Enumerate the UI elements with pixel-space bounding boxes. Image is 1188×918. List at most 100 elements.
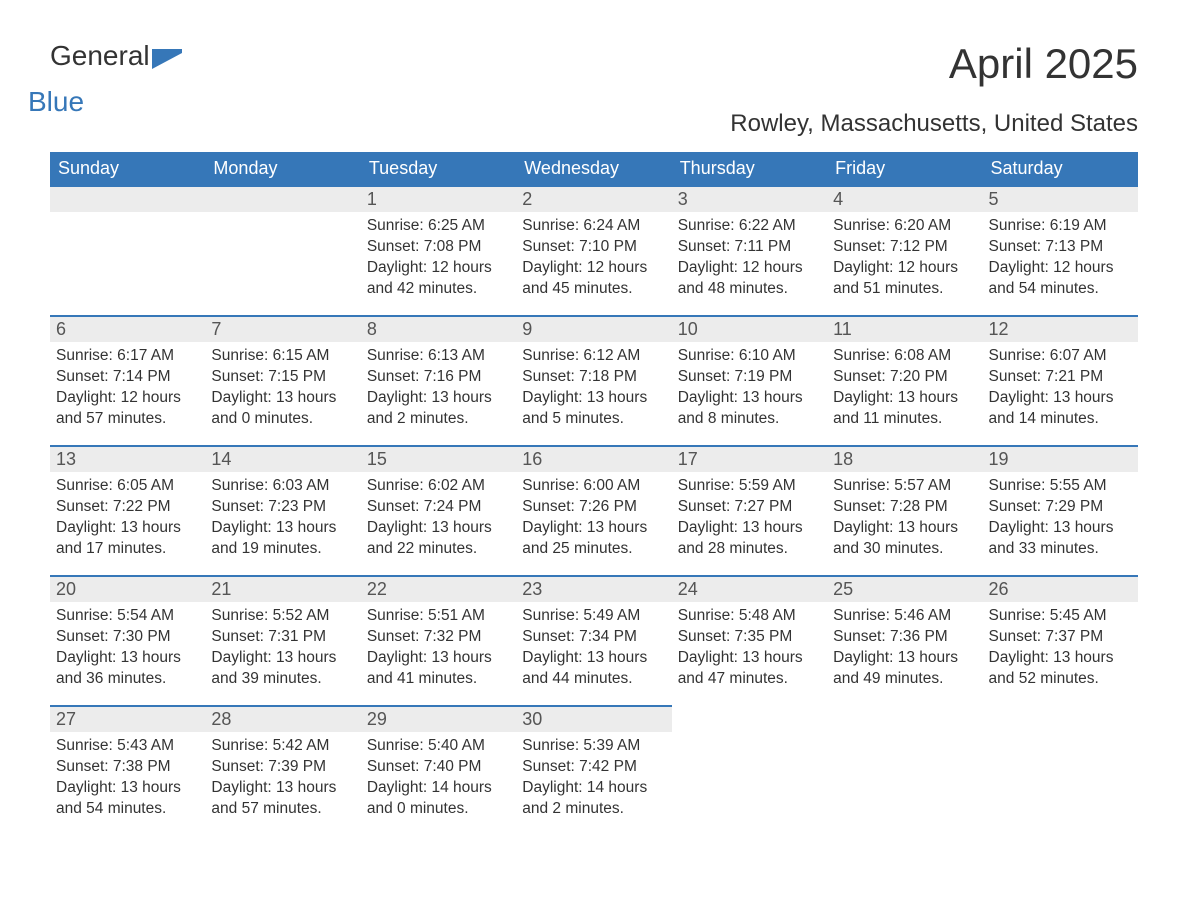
sunrise-text: Sunrise: 6:12 AM — [522, 346, 665, 367]
sunset-text: Sunset: 7:31 PM — [211, 627, 354, 648]
day-number: 27 — [50, 705, 205, 732]
weekday-header: Thursday — [672, 152, 827, 185]
calendar-day-cell: 18Sunrise: 5:57 AMSunset: 7:28 PMDayligh… — [827, 445, 982, 575]
sunrise-text: Sunrise: 6:05 AM — [56, 476, 199, 497]
sunset-text: Sunset: 7:40 PM — [367, 757, 510, 778]
sunrise-text: Sunrise: 6:13 AM — [367, 346, 510, 367]
day-body: Sunrise: 6:03 AMSunset: 7:23 PMDaylight:… — [205, 472, 360, 568]
weekday-header: Friday — [827, 152, 982, 185]
day-number: 7 — [205, 315, 360, 342]
logo-word-general: General — [50, 40, 150, 71]
calendar-day-cell: 21Sunrise: 5:52 AMSunset: 7:31 PMDayligh… — [205, 575, 360, 705]
daylight-text: Daylight: 13 hours and 5 minutes. — [522, 388, 665, 430]
sunrise-text: Sunrise: 5:39 AM — [522, 736, 665, 757]
day-body: Sunrise: 6:20 AMSunset: 7:12 PMDaylight:… — [827, 212, 982, 308]
sunrise-text: Sunrise: 5:51 AM — [367, 606, 510, 627]
calendar-day-cell — [50, 185, 205, 315]
daylight-text: Daylight: 13 hours and 25 minutes. — [522, 518, 665, 560]
sunrise-text: Sunrise: 5:52 AM — [211, 606, 354, 627]
sunrise-text: Sunrise: 5:59 AM — [678, 476, 821, 497]
day-body: Sunrise: 5:40 AMSunset: 7:40 PMDaylight:… — [361, 732, 516, 828]
day-body: Sunrise: 5:59 AMSunset: 7:27 PMDaylight:… — [672, 472, 827, 568]
calendar-day-cell: 26Sunrise: 5:45 AMSunset: 7:37 PMDayligh… — [983, 575, 1138, 705]
calendar-day-cell: 27Sunrise: 5:43 AMSunset: 7:38 PMDayligh… — [50, 705, 205, 835]
weekday-header: Saturday — [983, 152, 1138, 185]
day-body: Sunrise: 5:39 AMSunset: 7:42 PMDaylight:… — [516, 732, 671, 828]
day-number: 23 — [516, 575, 671, 602]
sunset-text: Sunset: 7:13 PM — [989, 237, 1132, 258]
day-body: Sunrise: 6:05 AMSunset: 7:22 PMDaylight:… — [50, 472, 205, 568]
day-number: 3 — [672, 185, 827, 212]
location-subtitle: Rowley, Massachusetts, United States — [50, 110, 1138, 138]
daylight-text: Daylight: 13 hours and 28 minutes. — [678, 518, 821, 560]
day-number: 26 — [983, 575, 1138, 602]
calendar-day-cell: 12Sunrise: 6:07 AMSunset: 7:21 PMDayligh… — [983, 315, 1138, 445]
daylight-text: Daylight: 13 hours and 17 minutes. — [56, 518, 199, 560]
calendar-day-cell: 25Sunrise: 5:46 AMSunset: 7:36 PMDayligh… — [827, 575, 982, 705]
sunset-text: Sunset: 7:10 PM — [522, 237, 665, 258]
calendar-week-row: 20Sunrise: 5:54 AMSunset: 7:30 PMDayligh… — [50, 575, 1138, 705]
page-header: General Blue April 2025 — [50, 40, 1138, 104]
sunrise-text: Sunrise: 5:43 AM — [56, 736, 199, 757]
sunrise-text: Sunrise: 5:45 AM — [989, 606, 1132, 627]
calendar-week-row: 13Sunrise: 6:05 AMSunset: 7:22 PMDayligh… — [50, 445, 1138, 575]
day-number: 2 — [516, 185, 671, 212]
day-body: Sunrise: 6:10 AMSunset: 7:19 PMDaylight:… — [672, 342, 827, 438]
daylight-text: Daylight: 14 hours and 2 minutes. — [522, 778, 665, 820]
calendar-day-cell: 8Sunrise: 6:13 AMSunset: 7:16 PMDaylight… — [361, 315, 516, 445]
day-number: 5 — [983, 185, 1138, 212]
sunrise-text: Sunrise: 6:24 AM — [522, 216, 665, 237]
calendar-day-cell: 11Sunrise: 6:08 AMSunset: 7:20 PMDayligh… — [827, 315, 982, 445]
day-number: 21 — [205, 575, 360, 602]
day-number: 1 — [361, 185, 516, 212]
sunrise-text: Sunrise: 5:40 AM — [367, 736, 510, 757]
calendar-day-cell: 10Sunrise: 6:10 AMSunset: 7:19 PMDayligh… — [672, 315, 827, 445]
day-body: Sunrise: 6:02 AMSunset: 7:24 PMDaylight:… — [361, 472, 516, 568]
day-body: Sunrise: 5:42 AMSunset: 7:39 PMDaylight:… — [205, 732, 360, 828]
calendar-day-cell: 29Sunrise: 5:40 AMSunset: 7:40 PMDayligh… — [361, 705, 516, 835]
weekday-header: Monday — [205, 152, 360, 185]
sunrise-text: Sunrise: 6:22 AM — [678, 216, 821, 237]
day-body: Sunrise: 5:54 AMSunset: 7:30 PMDaylight:… — [50, 602, 205, 698]
daylight-text: Daylight: 13 hours and 14 minutes. — [989, 388, 1132, 430]
day-body: Sunrise: 6:25 AMSunset: 7:08 PMDaylight:… — [361, 212, 516, 308]
calendar-day-cell — [672, 705, 827, 835]
calendar-day-cell: 13Sunrise: 6:05 AMSunset: 7:22 PMDayligh… — [50, 445, 205, 575]
sunrise-text: Sunrise: 5:48 AM — [678, 606, 821, 627]
sunset-text: Sunset: 7:39 PM — [211, 757, 354, 778]
sunset-text: Sunset: 7:28 PM — [833, 497, 976, 518]
daylight-text: Daylight: 12 hours and 48 minutes. — [678, 258, 821, 300]
calendar-day-cell: 17Sunrise: 5:59 AMSunset: 7:27 PMDayligh… — [672, 445, 827, 575]
sunrise-text: Sunrise: 6:08 AM — [833, 346, 976, 367]
daylight-text: Daylight: 13 hours and 57 minutes. — [211, 778, 354, 820]
day-body: Sunrise: 5:55 AMSunset: 7:29 PMDaylight:… — [983, 472, 1138, 568]
daylight-text: Daylight: 13 hours and 33 minutes. — [989, 518, 1132, 560]
day-number: 14 — [205, 445, 360, 472]
day-number: 4 — [827, 185, 982, 212]
day-body: Sunrise: 6:17 AMSunset: 7:14 PMDaylight:… — [50, 342, 205, 438]
day-number: 11 — [827, 315, 982, 342]
sunset-text: Sunset: 7:42 PM — [522, 757, 665, 778]
day-number — [205, 185, 360, 212]
calendar-day-cell: 22Sunrise: 5:51 AMSunset: 7:32 PMDayligh… — [361, 575, 516, 705]
weekday-header-row: Sunday Monday Tuesday Wednesday Thursday… — [50, 152, 1138, 185]
day-number: 13 — [50, 445, 205, 472]
sunset-text: Sunset: 7:37 PM — [989, 627, 1132, 648]
calendar-day-cell: 3Sunrise: 6:22 AMSunset: 7:11 PMDaylight… — [672, 185, 827, 315]
logo-word-blue: Blue — [28, 86, 84, 117]
daylight-text: Daylight: 13 hours and 36 minutes. — [56, 648, 199, 690]
day-number: 29 — [361, 705, 516, 732]
daylight-text: Daylight: 13 hours and 0 minutes. — [211, 388, 354, 430]
day-number — [50, 185, 205, 212]
sunset-text: Sunset: 7:19 PM — [678, 367, 821, 388]
daylight-text: Daylight: 13 hours and 30 minutes. — [833, 518, 976, 560]
sunrise-text: Sunrise: 6:03 AM — [211, 476, 354, 497]
sunrise-text: Sunrise: 6:19 AM — [989, 216, 1132, 237]
logo-flag-icon — [152, 49, 182, 74]
calendar-week-row: 27Sunrise: 5:43 AMSunset: 7:38 PMDayligh… — [50, 705, 1138, 835]
day-body: Sunrise: 5:46 AMSunset: 7:36 PMDaylight:… — [827, 602, 982, 698]
sunset-text: Sunset: 7:32 PM — [367, 627, 510, 648]
sunrise-text: Sunrise: 6:20 AM — [833, 216, 976, 237]
calendar-day-cell: 20Sunrise: 5:54 AMSunset: 7:30 PMDayligh… — [50, 575, 205, 705]
day-number: 15 — [361, 445, 516, 472]
